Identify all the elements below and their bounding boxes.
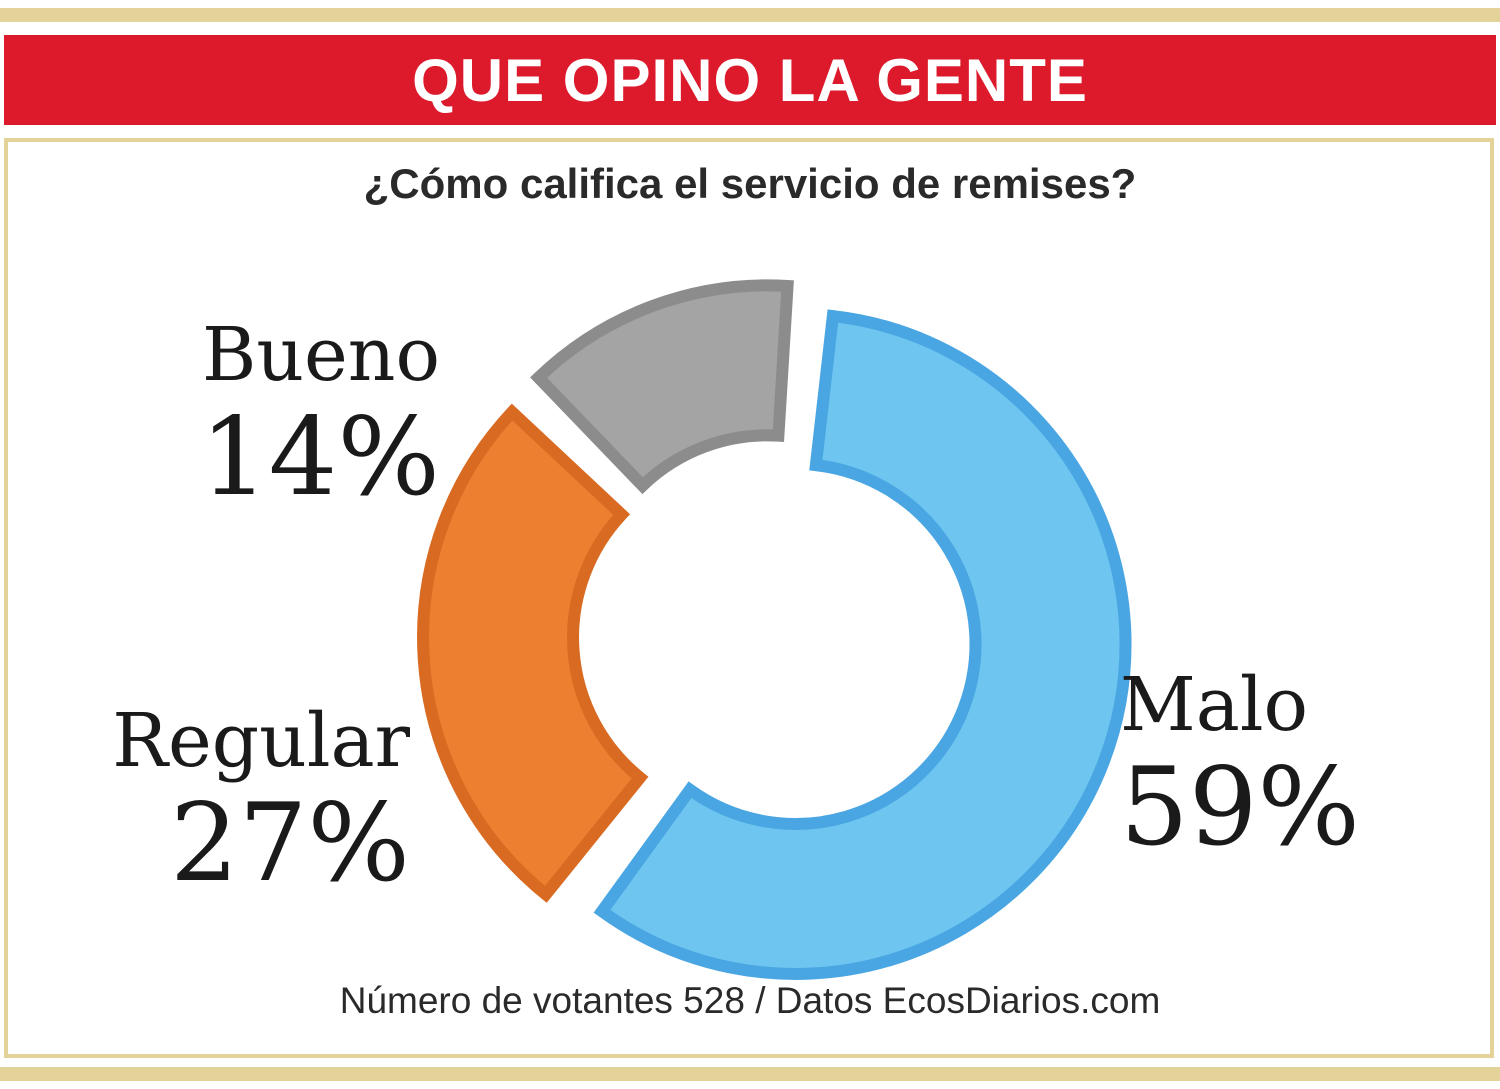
label-regular-value: 27% xyxy=(169,781,410,906)
label-malo: Malo 59% xyxy=(1120,668,1420,862)
chart-footer: Número de votantes 528 / Datos EcosDiari… xyxy=(339,980,1161,1021)
label-bueno: Bueno 14% xyxy=(150,318,440,512)
bottom-rule xyxy=(0,1067,1500,1081)
chart-frame xyxy=(4,138,1494,1058)
label-regular-name: Regular xyxy=(112,698,410,784)
slice-regular xyxy=(417,403,649,903)
slice-bueno xyxy=(530,279,794,495)
label-regular: Regular 27% xyxy=(100,704,410,898)
label-bueno-name: Bueno xyxy=(201,312,440,398)
header-banner: QUE OPINO LA GENTE xyxy=(4,35,1496,125)
label-bueno-value: 14% xyxy=(199,395,440,520)
chart-question: ¿Cómo califica el servicio de remises? xyxy=(363,160,1137,207)
label-malo-value: 59% xyxy=(1120,745,1361,870)
header-title: QUE OPINO LA GENTE xyxy=(412,46,1088,114)
top-rule xyxy=(0,8,1500,22)
slice-malo xyxy=(593,309,1132,980)
label-malo-name: Malo xyxy=(1120,662,1309,748)
